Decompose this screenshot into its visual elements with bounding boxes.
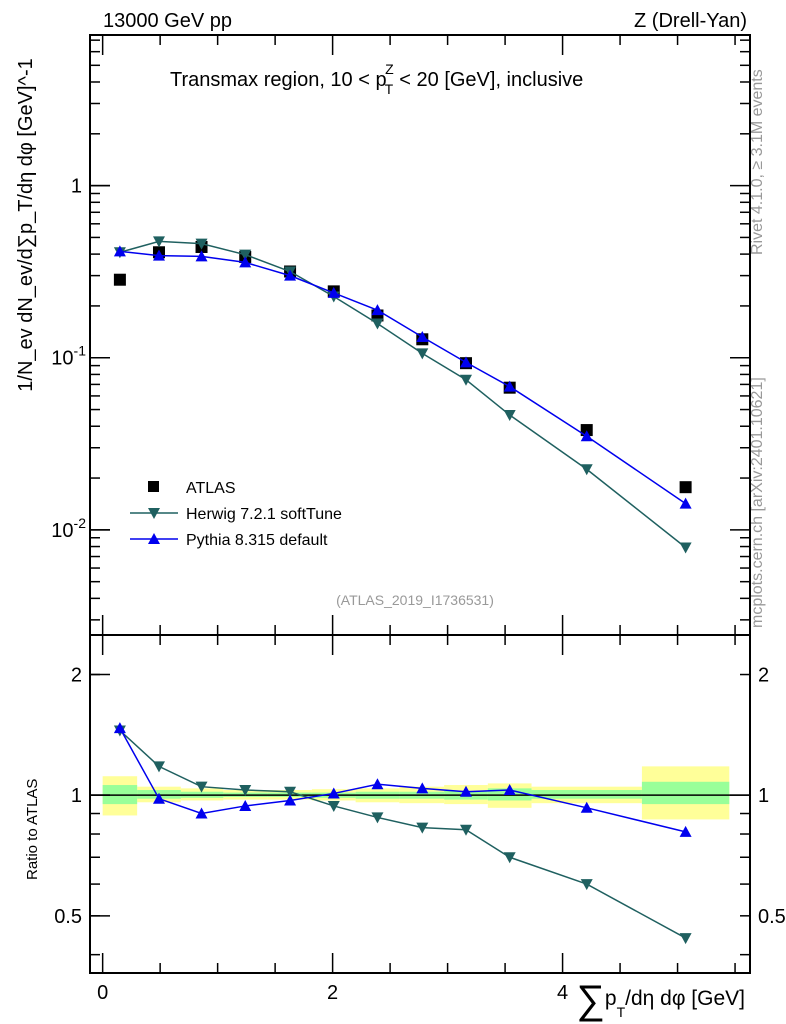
main-y-axis-label: 1/N_ev dN_ev/d∑p_T/dη dφ [GeV]^-1 bbox=[15, 58, 37, 391]
main-pythia-point bbox=[580, 430, 593, 442]
ratio-herwig-point bbox=[371, 812, 384, 824]
x-tick-label: 4 bbox=[557, 982, 568, 1004]
main-herwig-point bbox=[679, 542, 692, 554]
ratio-frame bbox=[89, 634, 751, 974]
ratio-herwig-point bbox=[239, 785, 252, 797]
ratio-pythia-point bbox=[239, 799, 252, 811]
main-herwig-point bbox=[371, 318, 384, 330]
main-pythia-point bbox=[416, 330, 429, 342]
ratio-herwig-point bbox=[416, 822, 429, 834]
legend-herwig-marker bbox=[148, 508, 160, 519]
header-right: Z (Drell-Yan) bbox=[634, 10, 747, 32]
ratio-y-tick-label-right: 0.5 bbox=[758, 906, 786, 928]
main-pythia-point bbox=[239, 256, 252, 268]
band-green-bin bbox=[641, 781, 730, 805]
main-title: Transmax region, 10 < pTZ < 20 [GeV], in… bbox=[170, 61, 583, 97]
ratio-herwig-line bbox=[119, 729, 686, 939]
rivet-label: Rivet 4.1.0, ≥ 3.1M events bbox=[749, 69, 766, 255]
main-herwig-point bbox=[239, 249, 252, 261]
ratio-pythia-point bbox=[195, 807, 208, 819]
ratio-pythia-point bbox=[580, 801, 593, 813]
ratio-pythia-point bbox=[327, 787, 340, 799]
main-pythia-point bbox=[327, 286, 340, 298]
main-herwig-point bbox=[503, 409, 516, 421]
ratio-pythia-point bbox=[459, 785, 472, 797]
ratio-pythia-point bbox=[679, 825, 692, 837]
main-herwig-point bbox=[152, 236, 165, 248]
legend: ATLAS Herwig 7.2.1 softTune Pythia 8.315… bbox=[130, 480, 342, 549]
ratio-pythia-point bbox=[284, 794, 297, 806]
main-pythia-line bbox=[119, 250, 687, 505]
main-pythia-point bbox=[284, 269, 297, 281]
ratio-y-tick-label: 0.5 bbox=[54, 906, 82, 928]
ratio-herwig-point bbox=[195, 781, 208, 793]
main-pythia-point bbox=[195, 250, 208, 262]
main-y-tick-label: 10-2 bbox=[51, 515, 86, 542]
ratio-pythia-point bbox=[503, 784, 516, 796]
ratio-herwig-point bbox=[327, 800, 340, 812]
main-herwig-line bbox=[119, 240, 687, 549]
main-atlas-point bbox=[679, 481, 692, 494]
x-tick-label: 0 bbox=[97, 982, 108, 1004]
main-y-tick-label: 1 bbox=[71, 176, 82, 198]
header-left: 13000 GeV pp bbox=[103, 10, 232, 32]
main-atlas-point bbox=[580, 424, 593, 437]
ratio-pythia-point bbox=[416, 782, 429, 794]
ratio-y-axis-label: Ratio to ATLAS bbox=[24, 779, 41, 880]
analysis-watermark: (ATLAS_2019_I1736531) bbox=[336, 592, 494, 608]
main-herwig-point bbox=[195, 238, 208, 250]
main-pythia-point bbox=[371, 304, 384, 316]
main-herwig-point bbox=[580, 464, 593, 476]
ratio-pythia-point bbox=[113, 722, 126, 734]
legend-pythia-label: Pythia 8.315 default bbox=[186, 532, 328, 549]
mcplots-label: mcplots.cern.ch [arXiv:2401.10621] bbox=[749, 377, 766, 628]
main-pythia-point bbox=[679, 497, 692, 509]
x-axis-label: ∑pT/dη dφ [GeV] bbox=[576, 978, 745, 1022]
ratio-herwig-point bbox=[459, 824, 472, 836]
main-herwig-point bbox=[459, 374, 472, 386]
main-y-tick-label: 10-1 bbox=[51, 343, 86, 370]
legend-pythia-marker bbox=[148, 533, 160, 544]
main-pythia-point bbox=[503, 380, 516, 392]
main-herwig-point bbox=[416, 348, 429, 360]
legend-herwig-label: Herwig 7.2.1 softTune bbox=[186, 506, 342, 523]
ratio-y-tick-label: 2 bbox=[71, 665, 82, 687]
main-pythia-point bbox=[113, 245, 126, 257]
ratio-y-tick-label-right: 1 bbox=[758, 785, 769, 807]
ratio-pythia-point bbox=[152, 792, 165, 804]
ratio-herwig-point bbox=[503, 852, 516, 864]
main-pythia-point bbox=[152, 249, 165, 261]
ratio-herwig-point bbox=[580, 879, 593, 891]
ratio-pythia-line bbox=[119, 727, 686, 833]
main-pythia-point bbox=[459, 356, 472, 368]
ratio-y-tick-label: 1 bbox=[71, 785, 82, 807]
ratio-y-tick-label-right: 2 bbox=[758, 665, 769, 687]
x-tick-label: 2 bbox=[327, 982, 338, 1004]
legend-atlas-marker bbox=[148, 481, 159, 492]
ratio-herwig-point bbox=[284, 786, 297, 798]
legend-atlas-label: ATLAS bbox=[186, 480, 236, 497]
band-green-bin bbox=[531, 790, 642, 799]
ratio-herwig-point bbox=[152, 761, 165, 773]
main-atlas-point bbox=[113, 273, 126, 286]
ratio-herwig-point bbox=[679, 933, 692, 945]
ratio-pythia-point bbox=[371, 778, 384, 790]
